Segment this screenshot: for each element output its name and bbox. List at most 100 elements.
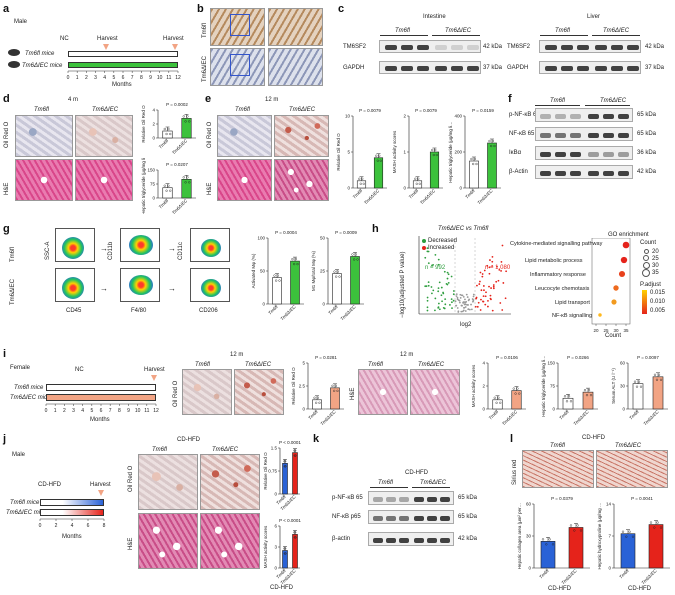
data-point <box>653 526 656 529</box>
axis-tick-label: 12 <box>153 408 159 414</box>
go-term: Lipid transport <box>555 300 590 306</box>
axis-tick-label: 0 <box>67 75 70 81</box>
data-point <box>418 182 421 185</box>
volcano-point <box>479 309 482 311</box>
x-tick-label: Tm6fl <box>408 187 420 199</box>
group-label-knockout: Tm6ΔIEC <box>603 28 630 34</box>
data-point <box>296 262 299 266</box>
volcano-point <box>443 270 446 273</box>
count-legend-title: Count <box>640 240 657 246</box>
bar-chart-g-m1: M1 Mφ/total Mφ (%) 0 25 50 Tm6fl Tm6ΔIEC P = 0… <box>311 230 364 320</box>
volcano-point <box>500 270 502 272</box>
volcano-point <box>491 309 494 312</box>
group-label-control: Tm6fl <box>368 362 383 368</box>
volcano-point <box>477 301 480 304</box>
y-axis-label: MASH activity scores <box>263 525 268 568</box>
count-legend-value: 30 <box>652 263 659 269</box>
axis-label-months: Months <box>90 417 110 423</box>
bar <box>492 399 503 410</box>
harvest-label-4m: Harvest <box>97 36 118 42</box>
data-point <box>376 159 379 162</box>
volcano-point <box>457 311 460 313</box>
volcano-point <box>482 285 485 287</box>
histology-he-knockout <box>274 159 329 201</box>
blot-row-label: NF-κB 65 <box>509 131 535 137</box>
volcano-point <box>505 270 508 273</box>
data-point <box>585 394 589 397</box>
y-tick-label: 7 <box>608 534 611 539</box>
bar-chart-i-tg: Hepatic triglyceride (μg/mg li… 0 75 150 Tm6… <box>541 355 598 425</box>
time-label: 12 m <box>400 352 414 358</box>
stain-label-he: H&E <box>128 537 134 550</box>
data-point <box>283 552 286 555</box>
y-tick-label: 200 <box>454 150 462 155</box>
stain-label-sirius: Sirius red <box>512 459 518 485</box>
y-tick-label: 50 <box>260 269 266 274</box>
histology-oro-control <box>182 369 232 415</box>
panel-label: g <box>3 223 10 235</box>
data-point <box>576 524 579 527</box>
volcano-point <box>492 285 495 288</box>
data-point <box>293 531 296 534</box>
harvest-label: Harvest <box>144 367 165 373</box>
go-xlabel: Count <box>605 333 622 339</box>
volcano-point <box>504 297 507 300</box>
volcano-xlabel: log2 <box>460 322 472 328</box>
nc-label: NC <box>60 36 69 42</box>
bar <box>282 550 288 569</box>
group-bracket <box>412 487 450 488</box>
volcano-point <box>452 299 455 302</box>
months-axis: 0 2 4 6 8 <box>39 518 106 529</box>
data-point <box>293 262 296 266</box>
x-tick-label: 20 <box>593 328 599 333</box>
go-term: Inflammatory response <box>530 272 586 278</box>
data-point <box>354 253 357 256</box>
data-point <box>333 389 336 392</box>
panel-label: b <box>197 3 204 15</box>
data-point <box>359 182 362 185</box>
y-tick-label: 75 <box>150 182 156 187</box>
group-bracket <box>380 35 428 36</box>
go-dot <box>611 299 617 305</box>
arrow-right-icon: → <box>100 284 108 293</box>
mouse-icon <box>8 49 20 56</box>
padj-legend-value: 0.010 <box>650 299 666 305</box>
volcano-point <box>452 293 455 296</box>
data-point <box>188 120 191 123</box>
blot-row-label: TM6SF2 <box>343 44 367 50</box>
p-value: P = 0.0159 <box>472 108 494 113</box>
stain-label-he: H&E <box>4 182 10 195</box>
volcano-point <box>434 297 437 300</box>
data-point <box>633 380 637 383</box>
mouse-icon <box>8 61 20 68</box>
data-point <box>188 181 191 184</box>
y-tick-label: 100 <box>257 236 265 241</box>
x-tick-label: Tm6ΔIEC <box>560 568 578 584</box>
ihc-image-knockout-high <box>268 48 323 86</box>
volcano-point <box>501 309 504 311</box>
diet-label: CD-HFD <box>38 482 61 488</box>
volcano-point <box>492 287 495 290</box>
data-point <box>551 543 555 546</box>
volcano-point <box>462 296 465 298</box>
row-label-knockout: Tm6ΔIEC mice <box>10 395 51 401</box>
zoom-box <box>230 54 250 76</box>
diet-label: CD-HFD <box>582 435 605 441</box>
diet-group-label: CD-HFD <box>548 586 571 592</box>
data-point <box>276 274 279 277</box>
volcano-point <box>437 302 440 305</box>
volcano-point <box>465 293 468 296</box>
volcano-point <box>434 309 436 312</box>
volcano-point <box>475 297 478 300</box>
data-point <box>659 378 663 381</box>
volcano-point <box>470 303 472 306</box>
bar <box>292 452 298 495</box>
axis-tick-label: 8 <box>118 408 121 414</box>
data-point <box>625 535 628 538</box>
volcano-point <box>424 285 427 288</box>
y-tick-label: 0 <box>552 407 555 412</box>
volcano-point <box>500 261 503 263</box>
volcano-point <box>489 259 491 261</box>
go-term: Lipid metabolic process <box>525 258 583 264</box>
y-tick-label: 150 <box>147 168 155 173</box>
